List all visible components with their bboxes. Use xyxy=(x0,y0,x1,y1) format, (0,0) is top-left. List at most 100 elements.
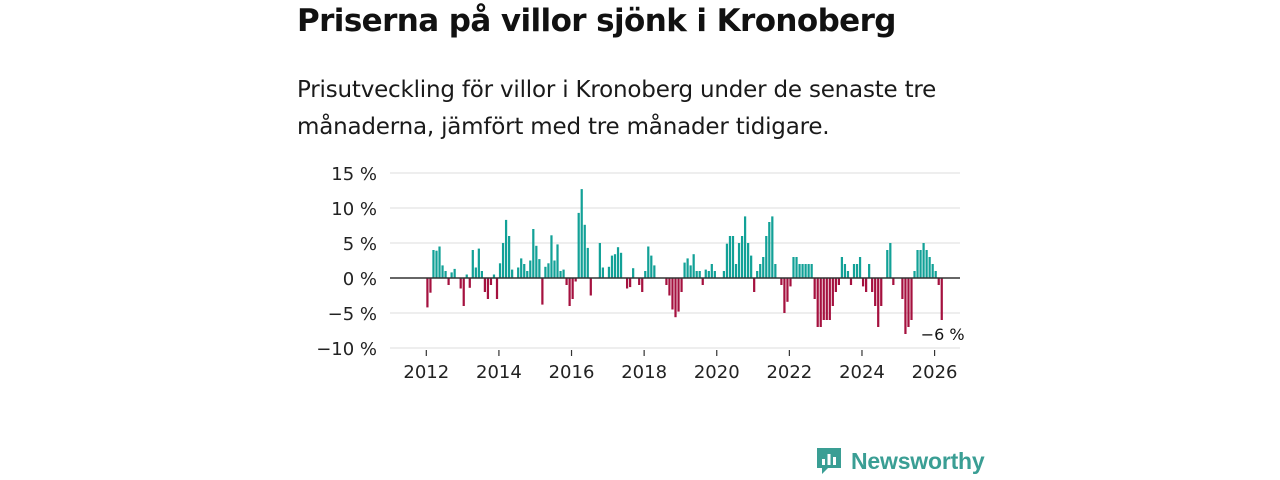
bar-negative xyxy=(819,278,822,327)
bar-positive xyxy=(517,267,520,278)
bar-positive xyxy=(511,269,514,278)
bar-positive xyxy=(692,254,695,278)
bar-negative xyxy=(940,278,943,320)
bar-positive xyxy=(583,224,586,278)
bar-positive xyxy=(632,268,635,278)
bar-positive xyxy=(435,250,438,278)
bar-negative xyxy=(880,278,883,306)
y-tick-label: −10 % xyxy=(316,339,377,360)
bar-positive xyxy=(535,245,538,278)
chart-title: Priserna på villor sjönk i Kronoberg xyxy=(297,3,896,39)
bar-positive xyxy=(810,264,813,278)
bar-negative xyxy=(816,278,819,327)
bar-positive xyxy=(653,265,656,278)
bar-positive xyxy=(601,267,605,278)
bar-negative xyxy=(426,278,429,308)
bar-negative xyxy=(789,278,792,287)
bar-positive xyxy=(538,259,541,278)
y-tick-label: 10 % xyxy=(331,199,377,220)
bar-negative xyxy=(468,278,471,288)
bar-positive xyxy=(441,265,444,278)
y-tick-label: 0 % xyxy=(343,269,377,290)
bar-positive xyxy=(547,263,550,278)
bar-chart: 15 % 10 % 5 % 0 % −5 % −10 % 2012 2014 2016 2018… xyxy=(316,164,964,383)
bar-negative xyxy=(483,278,487,292)
bar-positive xyxy=(492,274,496,278)
bar-positive xyxy=(934,271,937,278)
bar-negative xyxy=(753,278,756,292)
newsworthy-logo-icon xyxy=(817,448,841,474)
bar-negative xyxy=(837,278,840,285)
bar-negative xyxy=(865,278,868,292)
bar-negative xyxy=(589,278,592,296)
y-tick-label: −5 % xyxy=(328,304,377,325)
x-axis: 2012 2014 2016 2018 2020 2022 2024 2026 xyxy=(403,350,957,383)
bar-positive xyxy=(432,250,435,278)
x-tick-label: 2012 xyxy=(403,362,449,383)
bar-negative xyxy=(574,278,577,282)
bar-positive xyxy=(450,272,453,278)
bar-positive xyxy=(722,271,726,278)
bar-positive xyxy=(804,264,807,278)
bar-negative xyxy=(701,278,704,285)
bar-positive xyxy=(919,250,922,278)
bar-negative xyxy=(831,278,834,306)
bar-positive xyxy=(792,257,795,278)
bar-positive xyxy=(438,246,441,278)
bar-positive xyxy=(619,252,623,278)
bar-positive xyxy=(771,216,774,278)
bar-positive xyxy=(698,271,701,278)
y-tick-label: 15 % xyxy=(331,164,377,185)
bar-negative xyxy=(904,278,907,334)
bar-positive xyxy=(586,247,589,278)
bar-positive xyxy=(889,243,892,278)
bar-positive xyxy=(577,212,580,278)
bar-positive xyxy=(498,263,502,278)
bar-negative xyxy=(892,278,895,285)
bar-positive xyxy=(710,264,713,278)
bar-negative xyxy=(783,278,786,313)
x-tick-label: 2018 xyxy=(621,362,667,383)
bar-positive xyxy=(523,264,526,278)
bar-positive xyxy=(852,264,856,278)
bar-negative xyxy=(571,278,574,299)
bar-positive xyxy=(613,254,617,278)
bar-positive xyxy=(607,266,611,278)
y-axis-labels: 15 % 10 % 5 % 0 % −5 % −10 % xyxy=(316,164,377,360)
bar-negative xyxy=(937,278,940,285)
bar-positive xyxy=(798,264,801,278)
bar-negative xyxy=(665,278,668,285)
bar-negative xyxy=(447,278,450,285)
bar-positive xyxy=(559,271,562,278)
bar-positive xyxy=(737,243,741,278)
bar-positive xyxy=(610,255,614,278)
bar-positive xyxy=(925,250,928,278)
bar-negative xyxy=(901,278,904,299)
bar-negative xyxy=(780,278,783,285)
bar-positive xyxy=(728,236,732,278)
bar-negative xyxy=(871,278,874,292)
bar-positive xyxy=(444,271,447,278)
bar-positive xyxy=(765,236,768,278)
bar-negative xyxy=(629,278,632,288)
gridlines xyxy=(390,172,960,349)
bar-positive xyxy=(707,271,710,278)
bar-negative xyxy=(874,278,877,306)
bar-positive xyxy=(928,257,931,278)
bar-negative xyxy=(822,278,825,320)
bar-positive xyxy=(616,247,620,278)
bar-negative xyxy=(541,278,544,305)
bar-positive xyxy=(647,246,650,278)
bar-positive xyxy=(471,250,474,278)
bar-positive xyxy=(683,262,686,278)
bar-positive xyxy=(713,271,716,278)
chart-subtitle: Prisutveckling för villor i Kronoberg un… xyxy=(297,77,937,140)
bar-positive xyxy=(529,260,532,278)
bar-positive xyxy=(916,250,919,278)
bar-positive xyxy=(747,243,750,278)
bar-negative xyxy=(849,278,853,285)
newsworthy-logo[interactable]: Newsworthy xyxy=(815,446,985,476)
bar-negative xyxy=(861,278,865,287)
bar-negative xyxy=(671,278,674,310)
bar-positive xyxy=(598,243,601,278)
